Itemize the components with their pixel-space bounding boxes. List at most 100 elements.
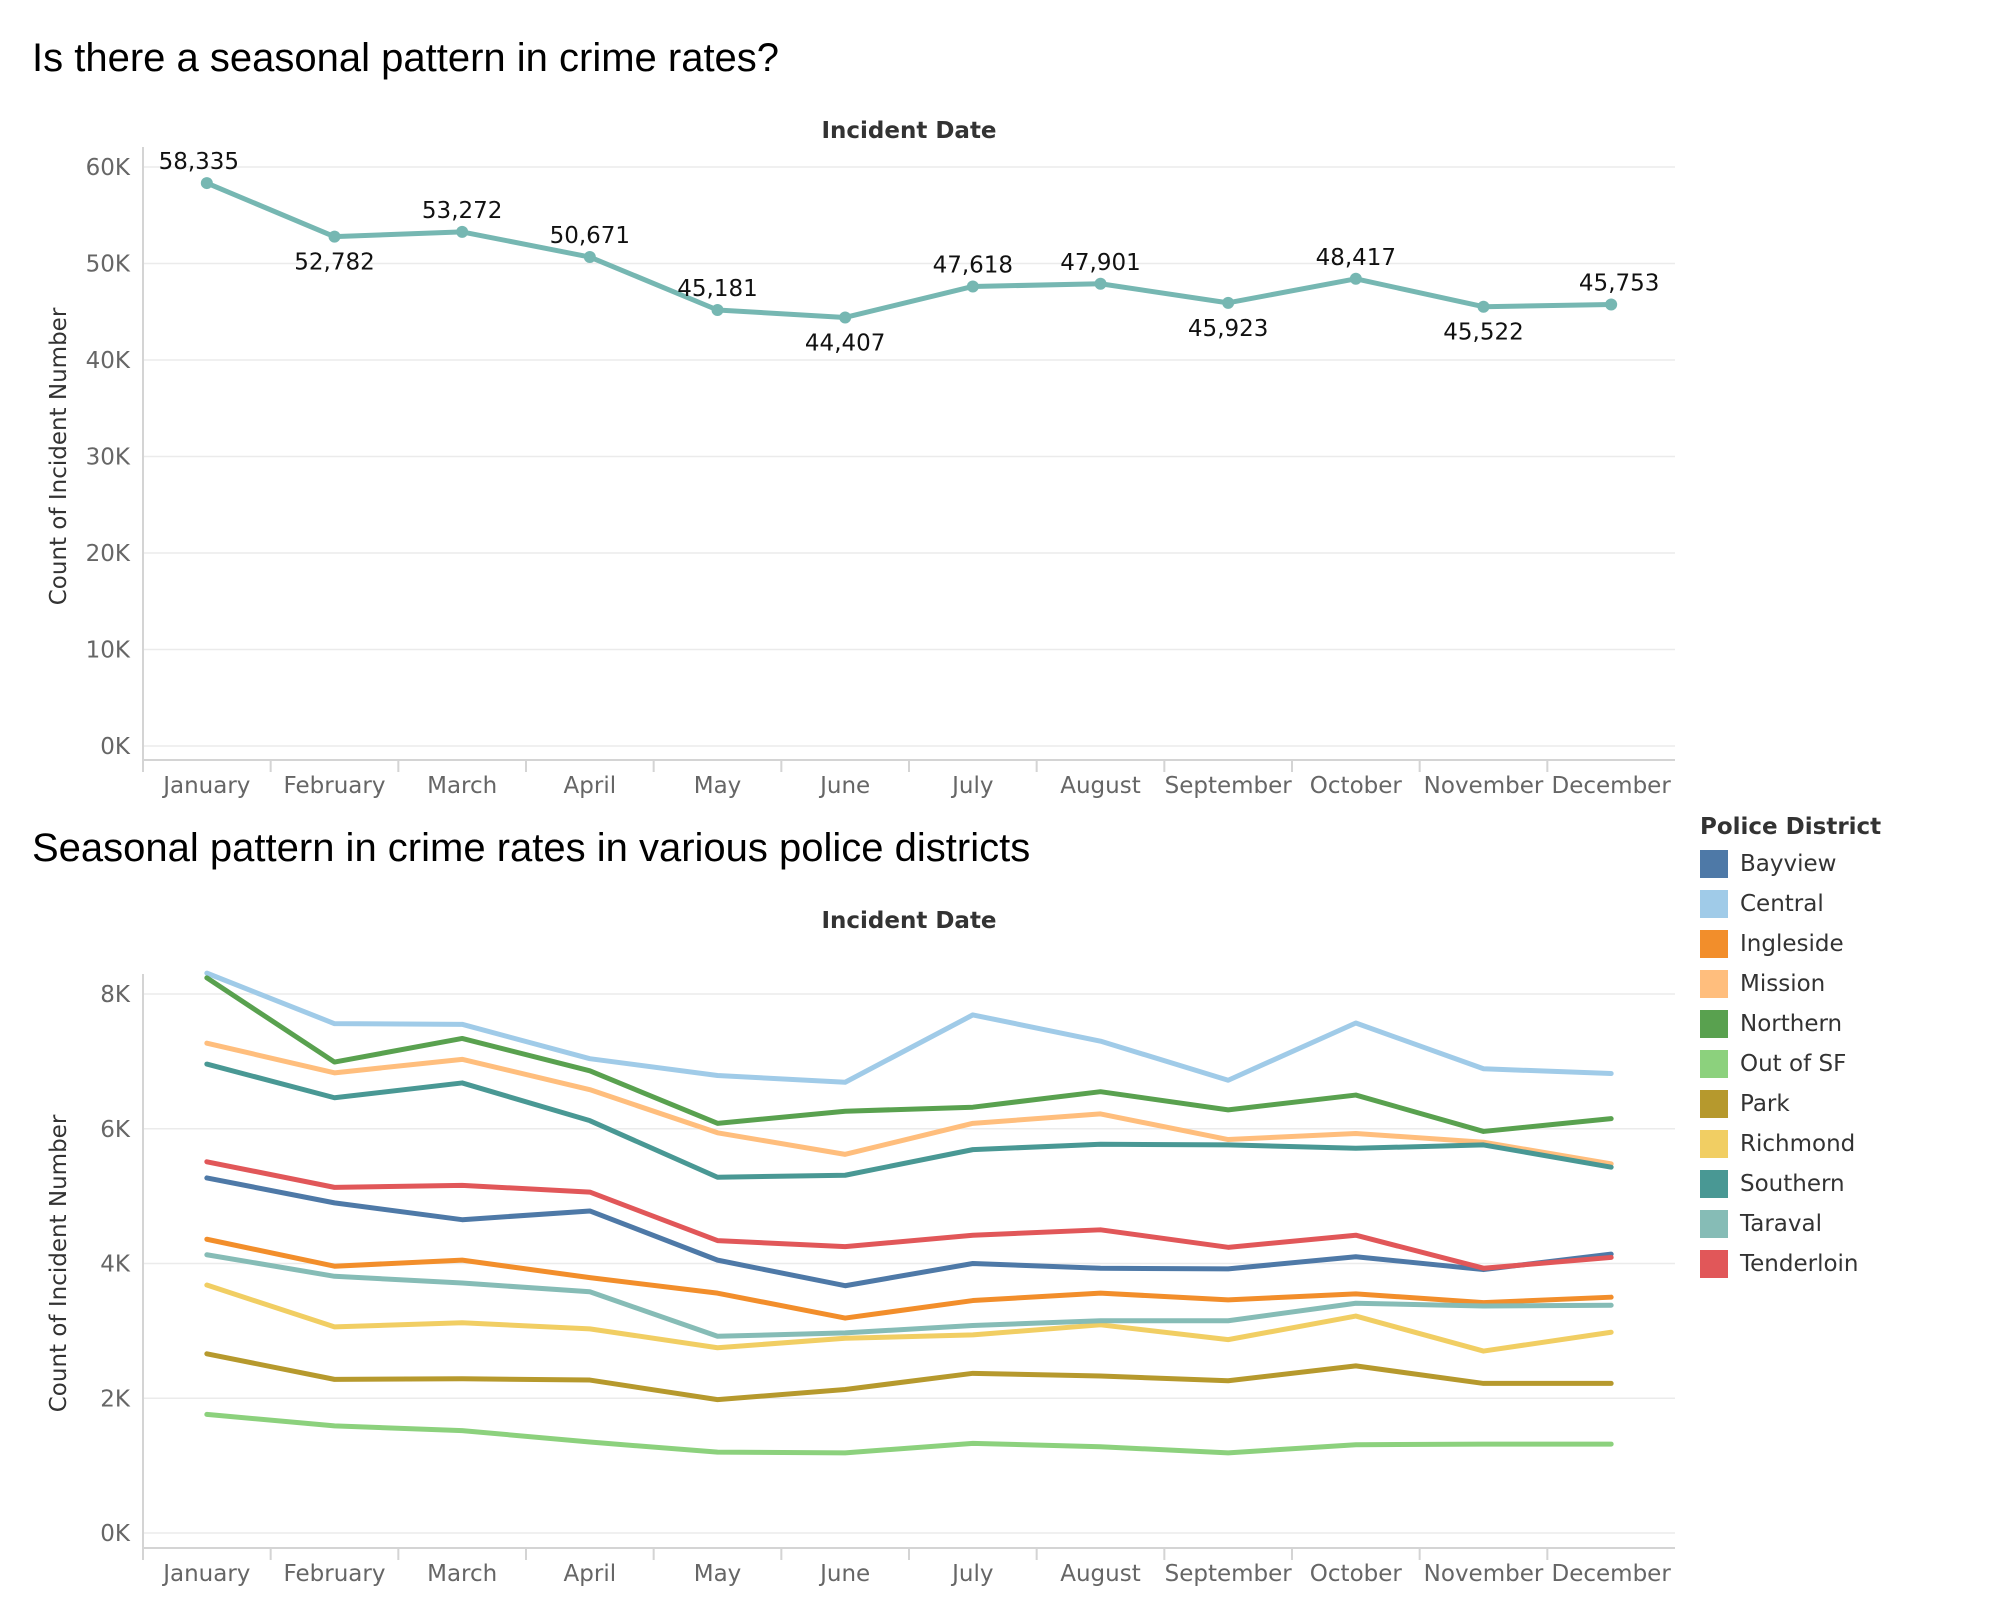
x-header-label: Incident Date	[821, 118, 996, 144]
y-tick-2k: 2K	[100, 1386, 131, 1412]
police-district-legend: Police District Bayview Central Ingleside M…	[1700, 814, 1881, 1284]
legend-swatch	[1700, 890, 1728, 918]
y-tick-40k: 40K	[86, 348, 131, 374]
legend-item-bayview[interactable]: Bayview	[1700, 844, 1881, 884]
legend-label: Taraval	[1740, 1211, 1822, 1237]
legend-swatch	[1700, 1250, 1728, 1278]
legend-swatch	[1700, 850, 1728, 878]
data-label-may: 45,181	[677, 276, 757, 302]
legend-swatch	[1700, 1210, 1728, 1238]
y-tick-6k: 6K	[100, 1117, 131, 1143]
data-point-october	[1349, 272, 1362, 285]
series-line-bayview	[204, 1175, 1614, 1289]
data-point-february	[328, 230, 341, 243]
legend-item-ingleside[interactable]: Ingleside	[1700, 924, 1881, 964]
data-label-august: 47,901	[1060, 250, 1140, 276]
legend-label: Southern	[1740, 1171, 1845, 1197]
data-label-july: 47,618	[933, 252, 1013, 278]
y-tick-50k: 50K	[86, 252, 131, 278]
x-tick-november: November	[1424, 773, 1544, 799]
data-point-december	[1605, 298, 1618, 311]
x-tick-january: January	[161, 773, 250, 799]
data-point-january	[200, 177, 213, 190]
legend-label: Central	[1740, 891, 1824, 917]
legend-swatch	[1700, 1130, 1728, 1158]
series-line-central	[204, 970, 1614, 1085]
data-point-april	[583, 251, 596, 264]
y-tick-10k: 10K	[86, 638, 131, 664]
legend-swatch	[1700, 1170, 1728, 1198]
legend-swatch	[1700, 1010, 1728, 1038]
legend-label: Richmond	[1740, 1131, 1856, 1157]
x-tick-may: May	[694, 1561, 742, 1587]
data-label-october: 48,417	[1316, 245, 1396, 271]
x-header-label: Incident Date	[821, 908, 996, 934]
legend-items: Bayview Central Ingleside Mission Northern Ou…	[1700, 844, 1881, 1284]
x-tick-november: November	[1424, 1561, 1544, 1587]
x-tick-april: April	[564, 773, 617, 799]
data-label-september: 45,923	[1188, 316, 1268, 342]
legend-item-tenderloin[interactable]: Tenderloin	[1700, 1244, 1881, 1284]
legend-item-taraval[interactable]: Taraval	[1700, 1204, 1881, 1244]
x-tick-june: June	[818, 1561, 870, 1587]
series-line-park	[204, 1351, 1614, 1403]
data-label-december: 45,753	[1579, 270, 1659, 296]
data-point-march	[456, 225, 469, 238]
x-tick-december: December	[1552, 773, 1672, 799]
y-axis-label: Count of Incident Number	[46, 1114, 72, 1412]
series-line-southern	[204, 1061, 1614, 1180]
x-tick-august: August	[1060, 773, 1141, 799]
legend-title: Police District	[1700, 814, 1882, 840]
series-line-northern	[204, 975, 1614, 1134]
data-point-june	[839, 311, 852, 324]
data-point-november	[1477, 300, 1490, 313]
y-tick-8k: 8K	[100, 982, 131, 1008]
legend-swatch	[1700, 1050, 1728, 1078]
x-tick-july: July	[950, 773, 993, 799]
legend-swatch	[1700, 970, 1728, 998]
x-tick-june: June	[818, 773, 870, 799]
legend-item-park[interactable]: Park	[1700, 1084, 1881, 1124]
x-tick-august: August	[1060, 1561, 1141, 1587]
x-tick-october: October	[1310, 1561, 1403, 1587]
legend-item-mission[interactable]: Mission	[1700, 964, 1881, 1004]
series-line-out-of-sf	[204, 1411, 1614, 1456]
series-line-mission	[204, 1040, 1614, 1167]
series-line-ingleside	[204, 1236, 1614, 1321]
y-tick-0k: 0K	[100, 734, 131, 760]
data-label-march: 53,272	[422, 198, 502, 224]
bottom-chart-title: Seasonal pattern in crime rates in vario…	[32, 826, 1031, 870]
data-label-february: 52,782	[294, 250, 374, 276]
y-tick-0k: 0K	[100, 1521, 131, 1547]
x-tick-march: March	[427, 773, 497, 799]
data-label-april: 50,671	[550, 223, 630, 249]
x-tick-february: February	[284, 1561, 386, 1587]
data-label-january: 58,335	[159, 149, 239, 175]
x-tick-march: March	[427, 1561, 497, 1587]
legend-swatch	[1700, 930, 1728, 958]
x-tick-january: January	[161, 1561, 250, 1587]
legend-item-northern[interactable]: Northern	[1700, 1004, 1881, 1044]
legend-item-central[interactable]: Central	[1700, 884, 1881, 924]
y-tick-60k: 60K	[86, 155, 131, 181]
y-tick-4k: 4K	[100, 1252, 131, 1278]
legend-label: Bayview	[1740, 851, 1837, 877]
x-tick-july: July	[950, 1561, 993, 1587]
series-line-taraval	[204, 1252, 1614, 1339]
data-label-november: 45,522	[1443, 320, 1523, 346]
top-chart-title: Is there a seasonal pattern in crime rat…	[32, 36, 780, 80]
legend-item-out-of-sf[interactable]: Out of SF	[1700, 1044, 1881, 1084]
legend-swatch	[1700, 1090, 1728, 1118]
data-point-august	[1094, 277, 1107, 290]
legend-item-richmond[interactable]: Richmond	[1700, 1124, 1881, 1164]
legend-label: Park	[1740, 1091, 1790, 1117]
overall-line-chart: Incident Date 0K 10K 20K 30K 40K 50K 60K January…	[46, 118, 1675, 799]
series-line-tenderloin	[204, 1159, 1614, 1271]
x-tick-december: December	[1552, 1561, 1672, 1587]
y-tick-20k: 20K	[86, 541, 131, 567]
district-line-chart: Incident Date 0K 2K 4K 6K 8K January February Ma…	[46, 908, 1675, 1587]
legend-item-southern[interactable]: Southern	[1700, 1164, 1881, 1204]
legend-label: Northern	[1740, 1011, 1843, 1037]
legend-label: Out of SF	[1740, 1051, 1847, 1077]
x-tick-september: September	[1165, 1561, 1293, 1587]
